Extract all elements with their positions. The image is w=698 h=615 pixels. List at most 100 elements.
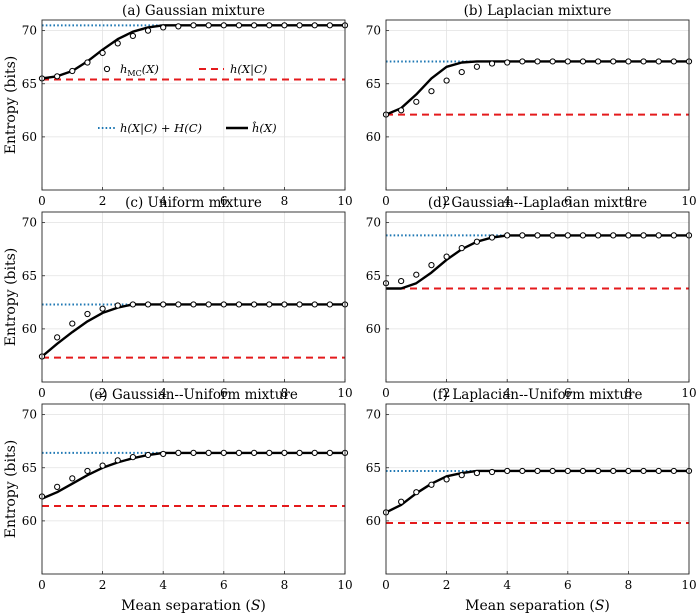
x-tick-label: 6	[564, 578, 572, 592]
mc-point	[640, 232, 647, 239]
mc-point	[564, 232, 571, 239]
mc-point	[534, 467, 541, 475]
mc-point	[579, 58, 587, 65]
x-tick-label: 8	[281, 194, 289, 208]
mc-point	[114, 302, 121, 309]
mc-point	[281, 22, 288, 29]
y-tick-label: 65	[22, 77, 37, 91]
mc-point	[205, 22, 212, 29]
y-tick-label: 65	[366, 77, 381, 91]
mc-point	[160, 24, 167, 31]
mc-point	[266, 301, 273, 308]
mc-point	[443, 253, 450, 260]
plot-area	[386, 212, 689, 382]
mc-point	[473, 63, 480, 70]
mc-point	[413, 271, 420, 278]
y-tick-label: 70	[366, 408, 381, 422]
x-tick-label: 6	[220, 386, 228, 400]
legend-mc-marker	[103, 65, 111, 73]
y-tick-label: 70	[366, 24, 381, 38]
legend-hc-label: h(X|C)	[230, 62, 267, 77]
mc-point	[443, 77, 450, 84]
mc-point	[398, 498, 405, 505]
mc-point	[220, 301, 227, 308]
x-tick-label: 10	[337, 578, 352, 592]
mc-point	[610, 232, 617, 239]
mc-point	[251, 301, 258, 308]
y-tick-label: 60	[22, 322, 37, 336]
mc-point	[296, 449, 303, 456]
x-tick-label: 0	[38, 386, 46, 400]
mc-point	[129, 32, 136, 40]
y-tick-label: 60	[366, 322, 381, 336]
x-tick-label: 0	[38, 194, 46, 208]
mc-point	[670, 58, 677, 65]
axes-frame	[41, 403, 346, 575]
x-tick-label: 4	[159, 386, 167, 400]
x-tick-label: 0	[38, 578, 46, 592]
x-tick-label: 2	[99, 578, 107, 592]
mc-point	[428, 481, 435, 488]
mc-point	[534, 58, 541, 65]
mc-point	[220, 449, 227, 456]
mc-point	[129, 301, 136, 308]
mc-point	[251, 449, 258, 456]
y-axis-label: Entropy (bits)	[3, 440, 19, 538]
x-tick-label: 10	[681, 386, 696, 400]
legend-mc-label: hMC(X)	[120, 62, 159, 78]
mc-point	[114, 40, 121, 47]
y-tick-label: 65	[366, 461, 381, 475]
y-tick-label: 65	[366, 269, 381, 283]
x-tick-label: 8	[281, 578, 289, 592]
mc-point	[205, 449, 212, 456]
mc-point	[504, 59, 511, 66]
mc-point	[625, 58, 632, 65]
panel-title: (b) Laplacian mixture	[464, 3, 612, 19]
mc-point	[473, 238, 480, 245]
mc-point	[54, 334, 61, 341]
y-tick-label: 70	[22, 216, 37, 230]
x-tick-label: 2	[443, 194, 451, 208]
plot-area	[42, 212, 345, 382]
legend-est-label: ĥ(X)	[252, 121, 277, 135]
x-tick-label: 4	[503, 194, 511, 208]
mc-point	[655, 467, 662, 475]
mc-point	[129, 454, 136, 461]
mc-point	[564, 58, 571, 65]
mc-point	[266, 22, 273, 29]
mc-point	[398, 277, 405, 285]
mc-point	[610, 467, 617, 475]
mc-point	[266, 449, 273, 456]
x-tick-label: 0	[382, 578, 390, 592]
mc-point	[84, 467, 91, 475]
y-tick-label: 60	[22, 514, 37, 528]
mc-point	[99, 305, 106, 312]
mc-point	[296, 22, 303, 29]
mc-point	[175, 449, 182, 456]
mc-point	[99, 462, 106, 469]
mc-point	[326, 449, 333, 456]
mc-point	[160, 301, 167, 308]
mc-point	[281, 301, 288, 308]
mc-point	[595, 58, 602, 65]
x-tick-label: 6	[220, 578, 228, 592]
panel-title: (f) Laplacian--Uniform mixture	[433, 387, 643, 403]
x-axis-label: Mean separation (S)	[465, 598, 610, 614]
mc-point	[564, 467, 571, 475]
x-axis-label: Mean separation (S)	[121, 598, 266, 614]
mc-point	[251, 22, 258, 29]
mc-point	[413, 489, 420, 496]
mc-point	[54, 73, 61, 80]
mc-point	[610, 58, 617, 65]
x-tick-label: 4	[503, 578, 511, 592]
mc-point	[84, 310, 91, 318]
x-tick-label: 8	[625, 578, 633, 592]
mc-point	[595, 232, 602, 239]
x-tick-label: 2	[99, 386, 107, 400]
mc-point	[69, 67, 76, 75]
mc-point	[311, 301, 318, 308]
